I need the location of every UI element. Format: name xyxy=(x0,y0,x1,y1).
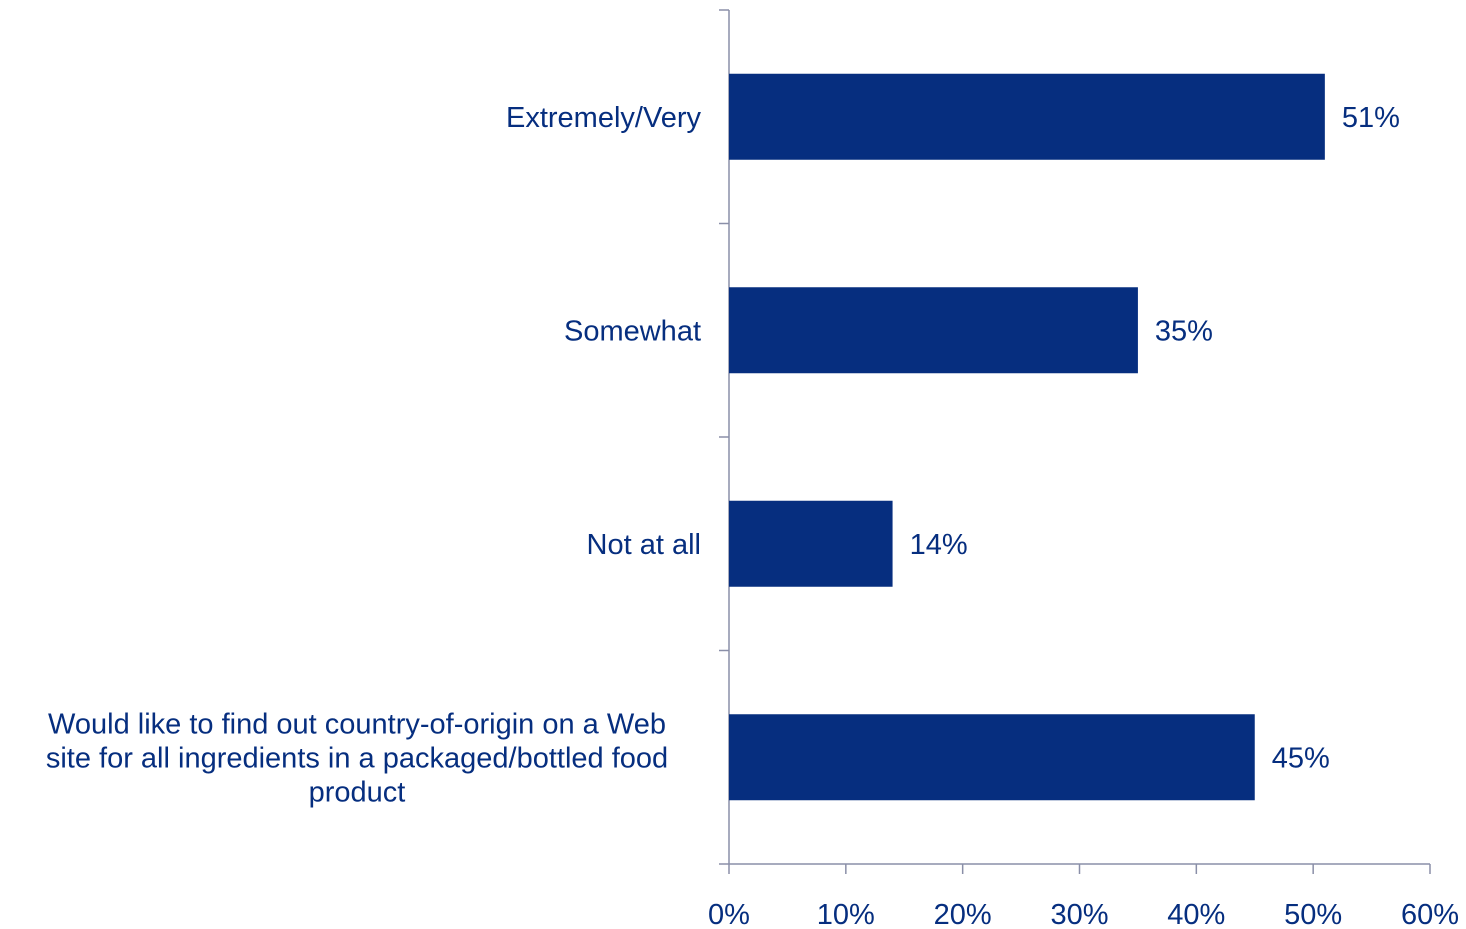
category-label: Somewhat xyxy=(564,315,701,347)
category-label: Extremely/Very xyxy=(506,102,701,134)
category-label: Not at all xyxy=(587,529,701,561)
x-tick-labels: 0% 10% 20% 30% 40% 50% 60% xyxy=(708,899,1459,929)
category-label-line: Would like to find out country-of-origin… xyxy=(48,708,666,740)
category-labels: Extremely/Very Somewhat Not at all Would li… xyxy=(46,102,702,809)
bar-value-label: 45% xyxy=(1272,742,1330,774)
category-label: Would like to find out country-of-origin… xyxy=(46,708,668,808)
x-tick-label: 20% xyxy=(934,899,992,929)
value-labels: 51% 35% 14% 45% xyxy=(910,102,1400,775)
chart-bars xyxy=(729,73,1325,801)
bar-value-label: 14% xyxy=(910,529,968,561)
category-label-line: product xyxy=(309,776,406,808)
bar xyxy=(729,287,1138,374)
x-tick-label: 60% xyxy=(1401,899,1459,929)
bar xyxy=(729,714,1255,801)
x-tick-label: 40% xyxy=(1167,899,1225,929)
x-tick-label: 30% xyxy=(1050,899,1108,929)
bar xyxy=(729,73,1325,160)
x-tick-label: 0% xyxy=(708,899,750,929)
bar-value-label: 51% xyxy=(1342,102,1400,134)
category-label-line: site for all ingredients in a packaged/b… xyxy=(46,742,668,774)
bar xyxy=(729,500,893,587)
bar-value-label: 35% xyxy=(1155,315,1213,347)
x-tick-label: 10% xyxy=(817,899,875,929)
x-tick-label: 50% xyxy=(1284,899,1342,929)
